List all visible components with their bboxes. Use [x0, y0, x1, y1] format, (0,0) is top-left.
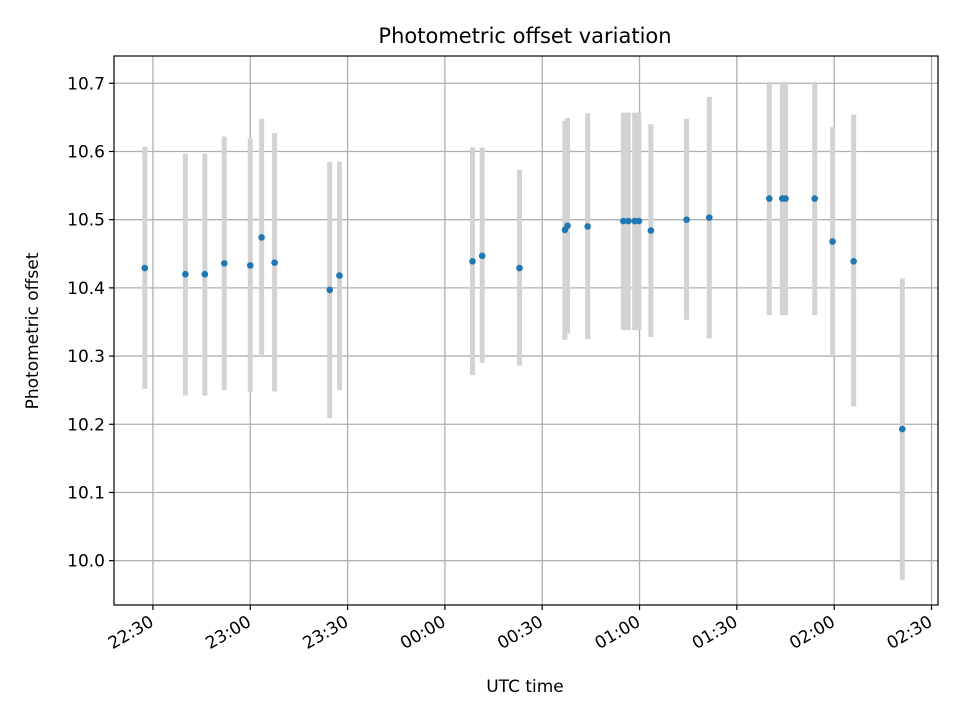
- data-point: [478, 252, 486, 260]
- data-point: [271, 259, 278, 266]
- data-point: [201, 270, 209, 278]
- data-point: [182, 270, 189, 278]
- y-tick-label: 10.0: [67, 552, 105, 572]
- data-point: [705, 214, 713, 221]
- data-point: [141, 264, 149, 272]
- y-tick-label: 10.6: [67, 142, 105, 162]
- data-point: [246, 262, 254, 269]
- data-point: [564, 222, 571, 230]
- y-tick-label: 10.4: [67, 279, 105, 299]
- y-tick-label: 10.3: [67, 347, 105, 367]
- y-tick-label: 10.5: [67, 211, 105, 231]
- y-tick-label: 10.7: [67, 74, 105, 94]
- data-point: [782, 195, 789, 202]
- chart-title: Photometric offset variation: [378, 24, 671, 48]
- data-point: [899, 425, 906, 433]
- data-point: [766, 195, 773, 202]
- data-point: [829, 238, 836, 245]
- data-point: [584, 223, 591, 230]
- y-axis-label: Photometric offset: [23, 252, 43, 409]
- y-tick-label: 10.1: [67, 483, 105, 503]
- data-point: [635, 217, 643, 225]
- data-point: [326, 286, 334, 294]
- data-point: [469, 257, 476, 265]
- data-point: [850, 257, 857, 265]
- data-point: [811, 195, 819, 202]
- data-points: [141, 195, 906, 433]
- data-point: [336, 272, 343, 279]
- data-point: [624, 217, 632, 225]
- data-point: [516, 264, 523, 272]
- data-point: [683, 216, 690, 223]
- data-point: [220, 260, 228, 267]
- data-point: [647, 227, 655, 234]
- x-axis-label: UTC time: [486, 677, 564, 697]
- plot-frame: [113, 55, 939, 606]
- data-point: [620, 217, 627, 225]
- data-point: [258, 234, 265, 241]
- y-tick-label: 10.2: [67, 415, 105, 435]
- y-axis: 10.0 10.1 10.2 10.3 10.4 10.5 10.6 10.7: [67, 74, 114, 572]
